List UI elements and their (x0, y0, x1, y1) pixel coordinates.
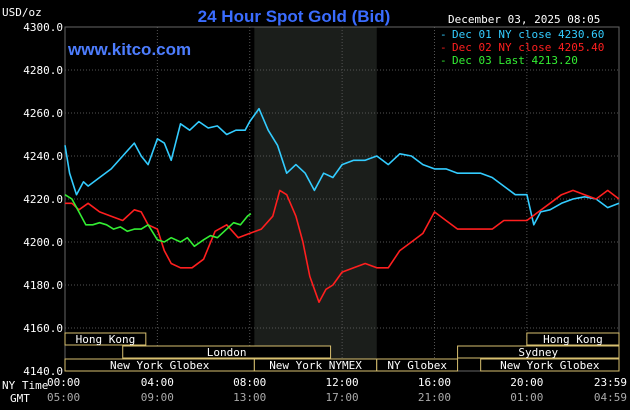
y-tick-label: 4280.0 (23, 64, 63, 77)
legend-marker-dec03: - (440, 54, 447, 67)
session-box (122, 345, 332, 359)
legend-item-dec03: Dec 03 Last 4213.20 (452, 54, 578, 67)
session-label: London (207, 346, 247, 359)
legend-item-dec01: Dec 01 NY close 4230.60 (452, 28, 604, 41)
x-tick-label-ny: 04:00 (141, 376, 174, 389)
y-tick-label: 4300.0 (23, 21, 63, 34)
session-box (480, 358, 620, 372)
axis-labels-layer: 4300.0 4280.0 4260.0 4240.0 4220.0 4200.0 4180… (23, 21, 627, 404)
session-box (526, 332, 620, 346)
session-label: New York Globex (500, 359, 600, 372)
website-label: www.kitco.com (67, 40, 191, 59)
session-label: New York Globex (110, 359, 210, 372)
y-tick-label: 4240.0 (23, 150, 63, 163)
y-tick-label: 4160.0 (23, 322, 63, 335)
series-line-dec01 (64, 107, 620, 226)
legend: - Dec 01 NY close 4230.60 - Dec 02 NY cl… (440, 28, 604, 67)
series-layer (64, 107, 620, 304)
x-tick-label-gmt: 05:00 (47, 391, 80, 404)
x-tick-label-gmt: 09:00 (141, 391, 174, 404)
session-box (64, 332, 147, 346)
x-tick-label-gmt: 21:00 (418, 391, 451, 404)
x-tick-label-gmt: 13:00 (233, 391, 266, 404)
y-tick-label: 4200.0 (23, 236, 63, 249)
x-tick-label-ny: 16:00 (418, 376, 451, 389)
x-tick-label-gmt: 17:00 (326, 391, 359, 404)
chart-title: 24 Hour Spot Gold (Bid) (198, 7, 391, 26)
session-label: New York NYMEX (269, 359, 362, 372)
x-tick-label-ny: 00:00 (47, 376, 80, 389)
y-tick-label: 4180.0 (23, 279, 63, 292)
x-tick-label-gmt: 01:00 (510, 391, 543, 404)
x-tick-label-ny: 12:00 (326, 376, 359, 389)
y-tick-label: 4140.0 (23, 365, 63, 378)
y-tick-label: 4260.0 (23, 107, 63, 120)
x-tick-label-ny: 08:00 (233, 376, 266, 389)
session-label: Hong Kong (543, 333, 603, 346)
ny-time-row-label: NY Time (2, 379, 48, 392)
session-box (457, 345, 620, 359)
session-box (376, 358, 459, 372)
legend-marker-dec02: - (440, 41, 447, 54)
session-label: Hong Kong (76, 333, 136, 346)
y-tick-label: 4220.0 (23, 193, 63, 206)
legend-marker-dec01: - (440, 28, 447, 41)
session-label: Sydney (518, 346, 558, 359)
gmt-row-label: GMT (10, 392, 30, 405)
date-label: December 03, 2025 08:05 (448, 13, 600, 26)
x-tick-label-ny: 20:00 (510, 376, 543, 389)
legend-item-dec02: Dec 02 NY close 4205.40 (452, 41, 604, 54)
x-tick-label-gmt: 04:59 (594, 391, 627, 404)
session-label: NY Globex (387, 359, 447, 372)
series-line-dec03 (64, 194, 252, 248)
y-axis-unit-label: USD/oz (2, 6, 42, 19)
x-tick-label-ny: 23:59 (594, 376, 627, 389)
